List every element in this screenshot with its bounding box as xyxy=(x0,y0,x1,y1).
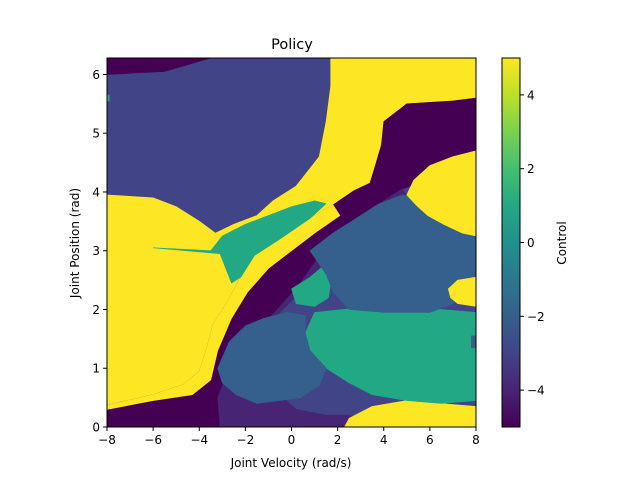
y-tick-label: 2 xyxy=(92,303,100,317)
colorbar xyxy=(501,57,521,428)
x-tick-label: −4 xyxy=(190,433,208,447)
colorbar-tick-label: −4 xyxy=(527,384,545,398)
y-tick-label: 4 xyxy=(92,185,100,199)
heatmap-region-15 xyxy=(107,94,110,102)
heatmap-region-12 xyxy=(309,194,476,313)
heatmap-region-4 xyxy=(107,204,341,410)
y-tick-label: 1 xyxy=(92,362,100,376)
heatmap-region-8 xyxy=(153,200,327,284)
heatmap-region-11 xyxy=(217,312,327,404)
y-tick-label: 0 xyxy=(92,421,100,435)
x-axis: −8 −6 −4 −2 0 2 4 6 8 xyxy=(98,427,480,447)
colorbar-tick-label: 2 xyxy=(527,162,535,176)
y-tick-label: 3 xyxy=(92,244,100,258)
colorbar-tick-label: 4 xyxy=(527,88,535,102)
y-axis-label: Joint Position (rad) xyxy=(68,188,82,299)
colorbar-label: Control xyxy=(555,221,569,264)
heatmap-region-13 xyxy=(406,150,476,237)
x-tick-label: 8 xyxy=(472,433,480,447)
x-tick-label: 4 xyxy=(380,433,388,447)
heatmap-region-14 xyxy=(447,276,476,307)
y-axis: 0 1 2 3 4 5 6 xyxy=(92,68,107,435)
x-axis-label: Joint Velocity (rad/s) xyxy=(230,456,352,470)
colorbar-axis: 4 2 0 −2 −4 xyxy=(520,88,545,398)
heatmap-region-16 xyxy=(471,335,476,349)
y-tick-label: 6 xyxy=(92,68,100,82)
chart-title: Policy xyxy=(271,37,313,53)
x-tick-label: 2 xyxy=(334,433,342,447)
x-tick-label: −6 xyxy=(144,433,162,447)
x-tick-label: 6 xyxy=(426,433,434,447)
x-tick-label: 0 xyxy=(288,433,296,447)
colorbar-tick-label: 0 xyxy=(527,236,535,250)
x-tick-label: −2 xyxy=(237,433,255,447)
heatmap-regions xyxy=(107,58,476,427)
heatmap-region-1 xyxy=(107,58,211,75)
x-tick-label: −8 xyxy=(98,433,116,447)
y-tick-label: 5 xyxy=(92,127,100,141)
colorbar-tick-label: −2 xyxy=(527,310,545,324)
